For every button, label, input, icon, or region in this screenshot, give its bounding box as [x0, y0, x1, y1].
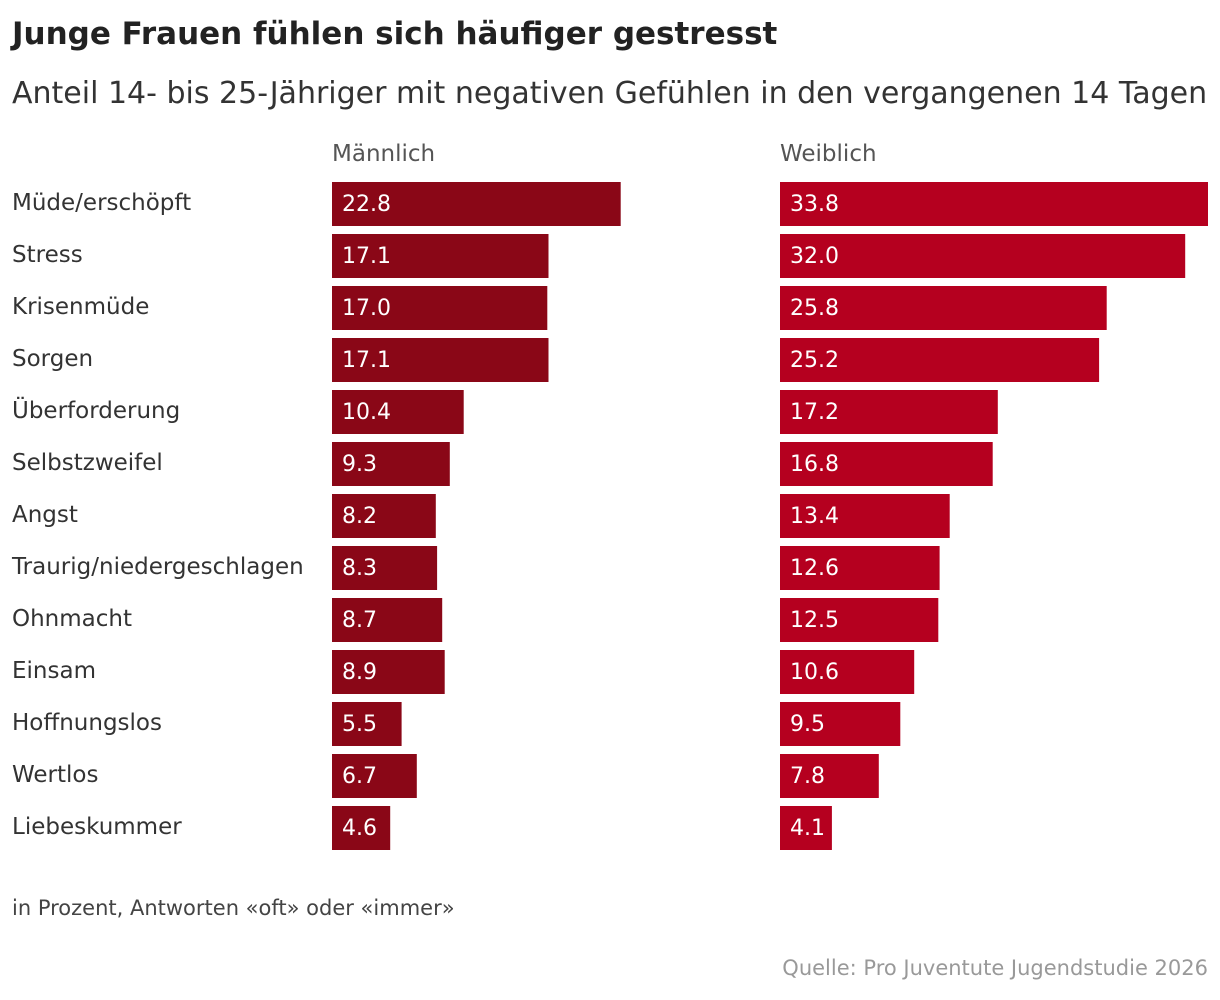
chart-title: Junge Frauen fühlen sich häufiger gestre…: [12, 16, 778, 52]
female-bar-traurig-niedergeschlagen: [780, 546, 940, 590]
male-bar-wertlos: [332, 754, 417, 798]
panel-label-female: Weiblich: [780, 141, 877, 167]
male-bar-liebeskummer: [332, 806, 391, 850]
male-value-label-hoffnungslos: 5.5: [342, 712, 377, 737]
female-value-label-wertlos: 7.8: [790, 764, 825, 789]
male-bar-einsam: [332, 650, 445, 694]
female-value-label-traurig-niedergeschlagen: 12.6: [790, 556, 839, 581]
chart-subtitle: Anteil 14- bis 25-Jähriger mit negativen…: [12, 76, 1208, 111]
male-bar-stress: [332, 234, 549, 278]
female-bar-ohnmacht: [780, 598, 939, 642]
male-bar-angst: [332, 494, 436, 538]
male-value-label-wertlos: 6.7: [342, 764, 377, 789]
chart-note: in Prozent, Antworten «oft» oder «immer»: [12, 896, 455, 920]
female-value-label-hoffnungslos: 9.5: [790, 712, 825, 737]
female-bar-stress: [780, 234, 1186, 278]
category-label-mude-erschopft: Müde/erschöpft: [12, 190, 191, 216]
category-label-stress: Stress: [12, 242, 83, 268]
male-bar-selbstzweifel: [332, 442, 450, 486]
male-value-label-selbstzweifel: 9.3: [342, 452, 377, 477]
female-bar-selbstzweifel: [780, 442, 993, 486]
category-label-ohnmacht: Ohnmacht: [12, 606, 132, 632]
female-bar-liebeskummer: [780, 806, 832, 850]
category-label-einsam: Einsam: [12, 658, 96, 684]
female-value-label-liebeskummer: 4.1: [790, 816, 825, 841]
female-bar-sorgen: [780, 338, 1100, 382]
female-bar-wertlos: [780, 754, 879, 798]
category-label-selbstzweifel: Selbstzweifel: [12, 450, 163, 476]
category-label-liebeskummer: Liebeskummer: [12, 814, 182, 840]
male-bar-ohnmacht: [332, 598, 443, 642]
male-bar-sorgen: [332, 338, 549, 382]
category-label-uberforderung: Überforderung: [12, 396, 180, 424]
male-value-label-liebeskummer: 4.6: [342, 816, 377, 841]
male-value-label-ohnmacht: 8.7: [342, 608, 377, 633]
category-label-krisenmude: Krisenmüde: [12, 294, 149, 320]
female-value-label-angst: 13.4: [790, 504, 839, 529]
female-bar-hoffnungslos: [780, 702, 901, 746]
category-label-wertlos: Wertlos: [12, 762, 98, 788]
female-value-label-selbstzweifel: 16.8: [790, 452, 839, 477]
category-label-angst: Angst: [12, 502, 78, 528]
female-bars: 33.8 32.0 25.8 25.2 17.2 16.8 13.4 12.6 12.5 10.6…: [780, 182, 1208, 850]
female-bar-angst: [780, 494, 950, 538]
female-value-label-krisenmude: 25.8: [790, 296, 839, 321]
male-bar-traurig-niedergeschlagen: [332, 546, 438, 590]
male-bars: 22.8 17.1 17.0 17.1 10.4 9.3 8.2 8.3 8.7 8.9 5.5 6.…: [332, 182, 621, 850]
female-bar-uberforderung: [780, 390, 998, 434]
male-value-label-sorgen: 17.1: [342, 348, 391, 373]
male-value-label-uberforderung: 10.4: [342, 400, 391, 425]
panel-label-male: Männlich: [332, 141, 436, 167]
female-value-label-sorgen: 25.2: [790, 348, 839, 373]
male-value-label-mude-erschopft: 22.8: [342, 192, 391, 217]
category-label-traurig-niedergeschlagen: Traurig/niedergeschlagen: [11, 554, 304, 580]
category-labels: Müde/erschöpft Stress Krisenmüde Sorgen Über…: [11, 190, 304, 840]
male-value-label-einsam: 8.9: [342, 660, 377, 685]
male-value-label-krisenmude: 17.0: [342, 296, 391, 321]
category-label-hoffnungslos: Hoffnungslos: [12, 710, 162, 736]
male-bar-krisenmude: [332, 286, 548, 330]
female-bar-krisenmude: [780, 286, 1107, 330]
female-value-label-mude-erschopft: 33.8: [790, 192, 839, 217]
female-value-label-uberforderung: 17.2: [790, 400, 839, 425]
female-value-label-ohnmacht: 12.5: [790, 608, 839, 633]
female-value-label-einsam: 10.6: [790, 660, 839, 685]
female-value-label-stress: 32.0: [790, 244, 839, 269]
male-bar-hoffnungslos: [332, 702, 402, 746]
male-value-label-traurig-niedergeschlagen: 8.3: [342, 556, 377, 581]
female-bar-mude-erschopft: [780, 182, 1208, 226]
bar-chart: Müde/erschöpft Stress Krisenmüde Sorgen Über…: [11, 182, 1208, 850]
male-bar-mude-erschopft: [332, 182, 621, 226]
male-value-label-stress: 17.1: [342, 244, 391, 269]
male-bar-uberforderung: [332, 390, 464, 434]
male-value-label-angst: 8.2: [342, 504, 377, 529]
female-bar-einsam: [780, 650, 915, 694]
category-label-sorgen: Sorgen: [12, 346, 93, 372]
chart-source: Quelle: Pro Juventute Jugendstudie 2026: [782, 956, 1208, 980]
